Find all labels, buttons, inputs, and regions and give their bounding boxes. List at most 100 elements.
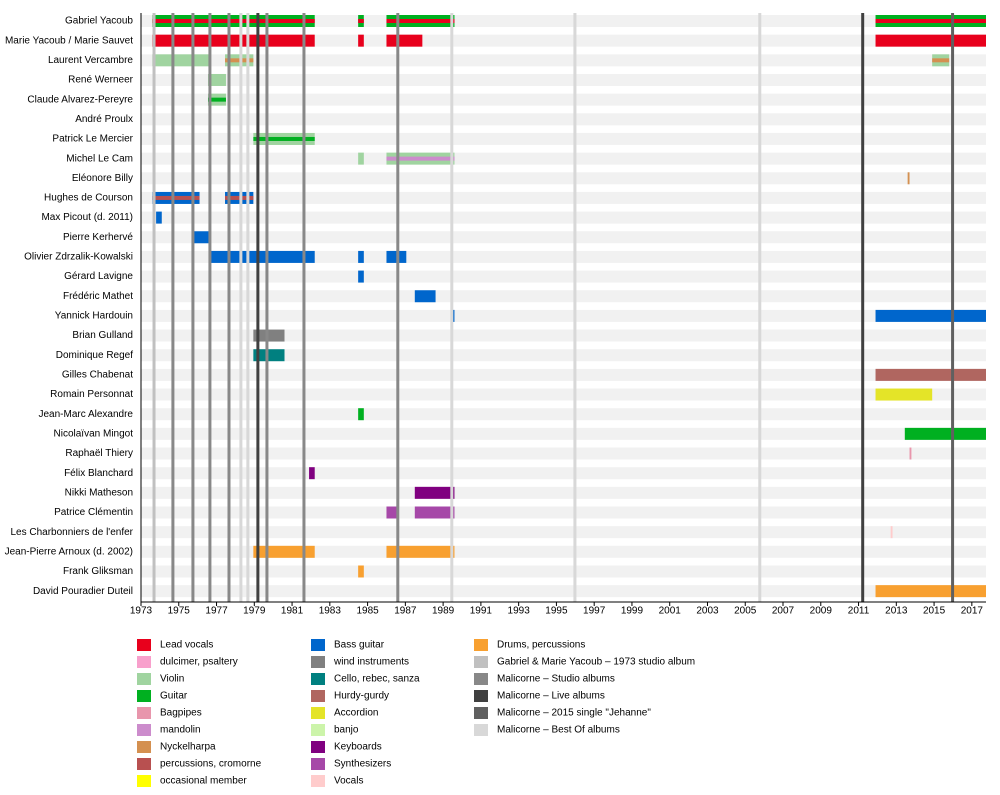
x-tick-label: 1997 (583, 606, 606, 617)
row-stripe (141, 447, 986, 460)
row-stripe (141, 250, 986, 263)
legend-swatch (137, 707, 151, 719)
member-period (907, 172, 910, 185)
member-period (875, 309, 986, 322)
member-name: Jean-Pierre Arnoux (d. 2002) (5, 546, 133, 557)
member-period (875, 34, 986, 47)
x-tick-label: 1995 (545, 606, 568, 617)
x-tick-label: 2001 (659, 606, 682, 617)
member-name: Nikki Matheson (65, 487, 133, 498)
legend-swatch (137, 656, 151, 668)
member-period (253, 349, 285, 362)
legend-label: Malicorne – Best Of albums (497, 725, 620, 736)
member-period (875, 388, 933, 401)
x-tick-label: 1977 (205, 606, 228, 617)
row-stripe (141, 506, 986, 519)
member-name: Max Picout (d. 2011) (41, 212, 133, 223)
member-period (156, 211, 162, 224)
legend-swatch (474, 656, 488, 668)
row-stripe (141, 388, 986, 401)
member-name: David Pouradier Duteil (33, 586, 133, 597)
legend-swatch (137, 639, 151, 651)
x-tick-label: 2015 (923, 606, 946, 617)
member-period (414, 290, 436, 303)
row-stripe (141, 545, 986, 558)
x-tick-label: 1979 (243, 606, 266, 617)
member-period (358, 408, 364, 421)
member-name: Frank Gliksman (63, 566, 133, 577)
legend-label: Gabriel & Marie Yacoub – 1973 studio alb… (497, 657, 695, 668)
member-name: Pierre Kerhervé (63, 232, 133, 243)
member-period (414, 486, 455, 499)
member-name: Romain Personnat (50, 389, 133, 400)
secondary-role (152, 195, 200, 200)
legend-swatch (311, 707, 325, 719)
member-period (152, 54, 209, 67)
legend-label: Vocals (334, 776, 363, 787)
member-period (253, 329, 285, 342)
member-period (358, 250, 364, 263)
secondary-role (225, 195, 254, 200)
x-tick-label: 1975 (168, 606, 191, 617)
x-tick-label: 1993 (508, 606, 531, 617)
member-period (386, 545, 455, 558)
row-stripe (141, 329, 986, 342)
row-stripe (141, 467, 986, 480)
member-name: Jean-Marc Alexandre (39, 409, 134, 420)
row-stripe (141, 408, 986, 421)
secondary-role (875, 19, 986, 23)
member-name: Brian Gulland (72, 330, 133, 341)
member-period (875, 585, 986, 598)
row-stripe (141, 565, 986, 578)
member-period (152, 34, 315, 47)
legend-label: Synthesizers (334, 759, 391, 770)
legend-swatch (311, 656, 325, 668)
x-tick-label: 2007 (772, 606, 795, 617)
member-name: Olivier Zdrzalik-Kowalski (24, 252, 133, 263)
member-period (358, 34, 364, 47)
x-tick-label: 1999 (621, 606, 644, 617)
row-stripe (141, 486, 986, 499)
legend-label: percussions, cromorne (160, 759, 262, 770)
legend-swatch (311, 775, 325, 787)
legend-swatch (137, 724, 151, 736)
secondary-role (358, 19, 364, 23)
row-stripe (141, 34, 986, 47)
member-period (358, 565, 364, 578)
secondary-role (152, 19, 315, 23)
member-name: Dominique Regef (56, 350, 133, 361)
legend-label: occasional member (160, 776, 247, 787)
member-period (890, 526, 893, 539)
x-tick-label: 2005 (734, 606, 757, 617)
secondary-role (386, 156, 455, 161)
legend-label: Bass guitar (334, 640, 385, 651)
row-stripe (141, 191, 986, 204)
legend-swatch (311, 724, 325, 736)
legend-swatch (137, 690, 151, 702)
legend-label: Malicorne – Live albums (497, 691, 605, 702)
x-tick-label: 1991 (470, 606, 493, 617)
secondary-role (225, 58, 254, 63)
legend-swatch (474, 673, 488, 685)
member-name: Gilles Chabenat (62, 370, 133, 381)
legend-swatch (474, 639, 488, 651)
member-name: Les Charbonniers de l'enfer (10, 527, 133, 538)
legend-swatch (137, 758, 151, 770)
x-tick-label: 2009 (810, 606, 833, 617)
secondary-role (932, 58, 950, 63)
member-name: Félix Blanchard (64, 468, 133, 479)
member-name: Michel Le Cam (66, 153, 133, 164)
member-name: Yannick Hardouin (55, 311, 133, 322)
member-period (386, 506, 398, 519)
member-period (253, 545, 315, 558)
row-stripe (141, 113, 986, 126)
x-tick-label: 1983 (319, 606, 342, 617)
legend-label: wind instruments (333, 657, 409, 668)
row-stripe (141, 73, 986, 86)
legend-label: Bagpipes (160, 708, 202, 719)
legend-label: Malicorne – 2015 single "Jehanne" (497, 708, 651, 719)
row-stripe (141, 172, 986, 185)
member-name: Patrick Le Mercier (52, 134, 133, 145)
member-name: André Proulx (75, 114, 133, 125)
